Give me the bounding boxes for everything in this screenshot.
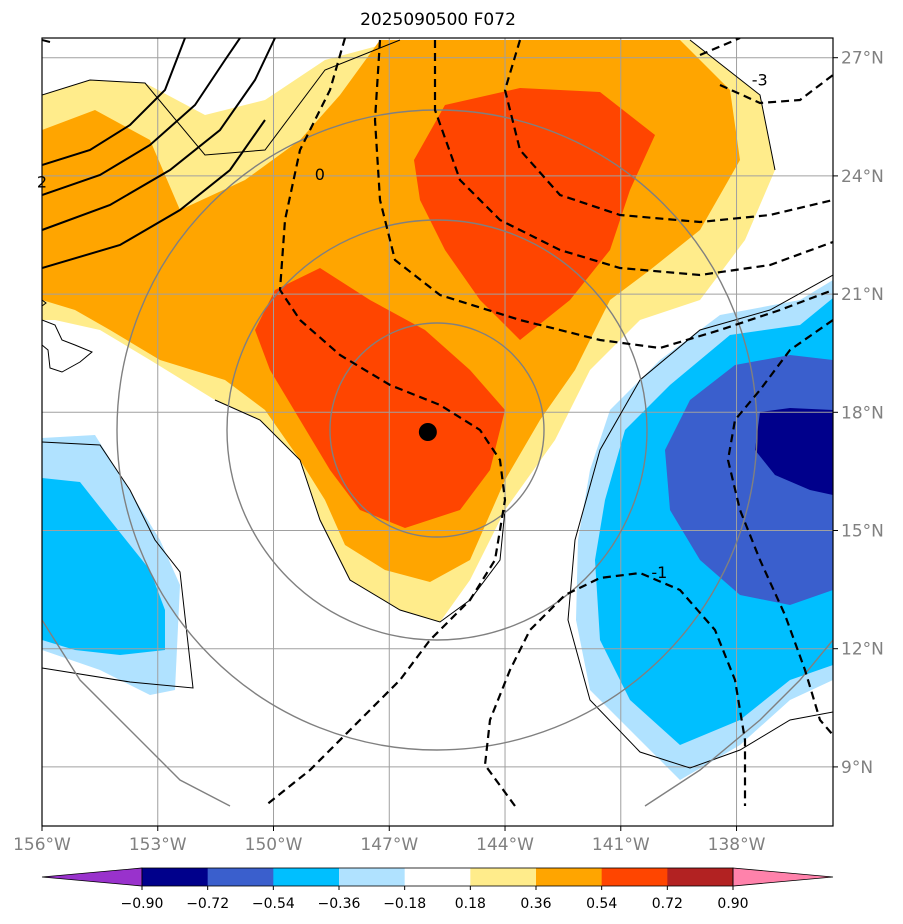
lat-tick-label-1: 12°N <box>841 640 884 660</box>
gray-contour-ring-3 <box>116 109 758 751</box>
colorbar-label-3: −0.36 <box>318 896 361 912</box>
colorbar-label-1: −0.72 <box>186 896 229 912</box>
dashed-contour-right <box>726 319 833 736</box>
solid-contour-5 <box>42 39 51 43</box>
hawaii-coastline <box>42 319 93 373</box>
map-frame <box>41 37 834 827</box>
hawaii-island-small <box>42 299 47 307</box>
colorbar <box>41 867 834 887</box>
outline-center <box>214 399 506 623</box>
map-title: 2025090500 F072 <box>360 10 516 30</box>
lat-tick-label-3: 18°N <box>841 403 884 423</box>
colorbar-extend-high <box>732 867 834 887</box>
colorbar-label-6: 0.36 <box>520 896 551 912</box>
gray-contour-ring-1 <box>329 322 545 538</box>
dashed-contour-upper-2 <box>433 40 833 277</box>
gray-contour-lower-right <box>644 639 833 807</box>
colorbar-label-4: −0.18 <box>383 896 426 912</box>
contour-label-2: -1 <box>651 563 667 582</box>
solid-contours <box>42 38 276 269</box>
colorbar-extend-low <box>41 867 143 887</box>
lon-tick-label-4: 144°W <box>476 835 534 855</box>
anomaly-fill-neg-0.36-left <box>42 478 165 655</box>
colorbar-frame <box>141 867 734 887</box>
gray-contours <box>42 109 833 807</box>
outline-right-lower <box>567 274 833 769</box>
solid-contour-1 <box>42 38 186 166</box>
colorbar-segment-3 <box>273 868 340 886</box>
dashed-contour-zero <box>264 38 507 807</box>
solid-contour-3 <box>42 38 276 231</box>
storm-center-marker <box>418 423 437 441</box>
colorbar-label-8: 0.72 <box>652 896 683 912</box>
colorbar-label-0: −0.90 <box>121 896 164 912</box>
gray-contour-lower-left <box>42 619 231 807</box>
longitude-labels: 156°W 153°W 150°W 147°W 144°W 141°W 138°W <box>13 826 766 855</box>
lat-tick-label-6: 27°N <box>841 49 884 69</box>
colorbar-label-2: −0.54 <box>252 896 295 912</box>
solid-contour-2 <box>42 38 241 196</box>
solid-contour-4 <box>42 119 266 269</box>
anomaly-fill-0.54-a <box>255 268 505 528</box>
colorbar-label-7: 0.54 <box>586 896 617 912</box>
dashed-contour-upper-4 <box>699 38 833 105</box>
colorbar-segment-9 <box>667 868 734 886</box>
colorbar-segment-1 <box>142 868 209 886</box>
dashed-contour-upper-1 <box>373 39 833 350</box>
lon-tick-label-6: 138°W <box>708 835 766 855</box>
coastline-layer <box>42 39 833 769</box>
gray-contour-ring-2 <box>226 219 648 641</box>
colorbar-segment-6 <box>470 868 537 886</box>
gridlines <box>42 38 833 826</box>
lat-tick-label-4: 21°N <box>841 285 884 305</box>
lat-tick-label-5: 24°N <box>841 167 884 187</box>
dashed-contours <box>264 38 833 807</box>
lat-tick-label-2: 15°N <box>841 522 884 542</box>
outline-left-lower <box>42 441 194 689</box>
lon-tick-label-0: 156°W <box>13 835 71 855</box>
colorbar-segment-5 <box>404 868 471 886</box>
contour-label-1: 0 <box>315 165 325 184</box>
anomaly-fill-neg-0.72-right <box>755 408 833 495</box>
lon-tick-label-2: 150°W <box>245 835 303 855</box>
colorbar-segment-2 <box>207 868 274 886</box>
lon-tick-label-3: 147°W <box>360 835 418 855</box>
lat-tick-label-0: 9°N <box>841 758 873 778</box>
contour-label-3: -3 <box>752 70 768 89</box>
colorbar-segment-8 <box>601 868 668 886</box>
lon-tick-label-5: 141°W <box>592 835 650 855</box>
latitude-labels: 9°N 12°N 15°N 18°N 21°N 24°N 27°N <box>833 49 884 778</box>
outline-upper <box>42 39 776 171</box>
dashed-contour-minus1 <box>483 571 747 807</box>
colorbar-label-5: 0.18 <box>455 896 486 912</box>
colorbar-segment-7 <box>536 868 603 886</box>
colorbar-labels: −0.90 −0.72 −0.54 −0.36 −0.18 0.18 0.36 0.54 0.7… <box>121 886 749 912</box>
colorbar-label-9: 0.90 <box>717 896 748 912</box>
lon-tick-label-1: 153°W <box>129 835 187 855</box>
colorbar-segment-4 <box>339 868 406 886</box>
